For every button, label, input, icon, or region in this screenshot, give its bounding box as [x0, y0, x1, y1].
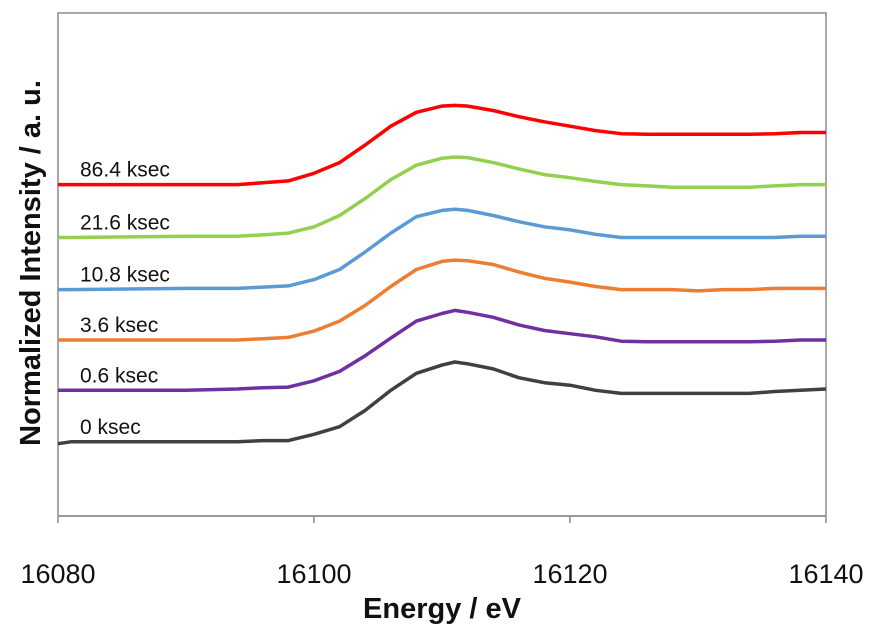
series-label-1: 0.6 ksec: [80, 364, 158, 387]
series-label-4: 21.6 ksec: [80, 211, 170, 234]
series-label-0: 0 ksec: [80, 416, 141, 439]
x-axis-ticks: 16080 16100 16120 16140: [20, 516, 864, 589]
series-line-5: [58, 103, 826, 187]
series-labels: 0 ksec 0.6 ksec 3.6 ksec 10.8 ksec 21.6 ksec…: [80, 159, 170, 439]
x-tick-label: 16100: [276, 559, 351, 589]
x-tick-label: 16120: [532, 559, 607, 589]
series-line-4: [58, 155, 826, 240]
series-line-3: [58, 207, 826, 292]
series-line-2: [58, 258, 826, 342]
y-axis-title: Normalized Intensity / a. u.: [15, 80, 47, 446]
series-label-2: 3.6 ksec: [80, 314, 158, 337]
plot-area: [57, 12, 827, 517]
series-label-3: 10.8 ksec: [80, 264, 170, 287]
series-lines: [57, 103, 827, 446]
series-line-0: [57, 360, 827, 446]
series-line-1: [58, 308, 826, 393]
x-tick-label: 16140: [788, 559, 863, 589]
x-axis-title: Energy / eV: [363, 593, 522, 625]
series-label-5: 86.4 ksec: [80, 159, 170, 182]
x-tick-label: 16080: [20, 559, 95, 589]
